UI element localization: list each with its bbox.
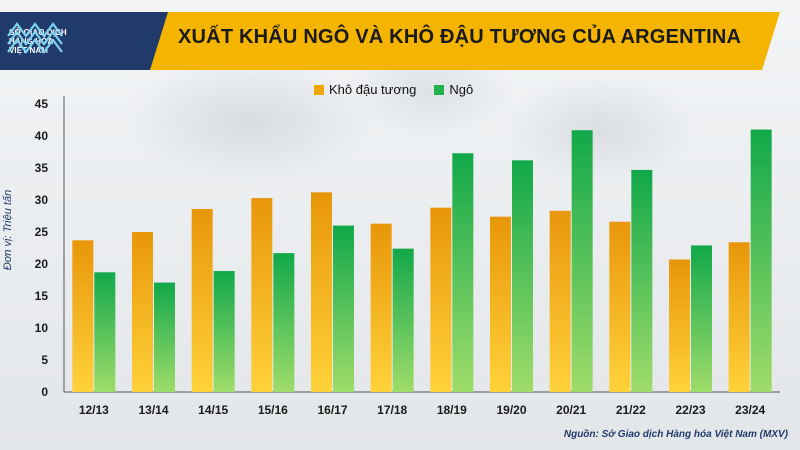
legend-label-soymeal: Khô đậu tương <box>329 82 417 97</box>
bar-soymeal <box>609 221 631 392</box>
bar-soymeal <box>251 198 273 392</box>
logo-line-1: SỞ GIAO DỊCH <box>9 27 67 37</box>
mxv-logo-mark-icon <box>7 22 63 54</box>
bar-soymeal <box>72 240 94 392</box>
bar-corn <box>750 129 772 392</box>
bar-corn <box>213 271 235 392</box>
legend-swatch-corn <box>434 84 445 95</box>
y-tick-label: 25 <box>35 225 49 239</box>
x-tick-label: 14/15 <box>198 403 228 417</box>
bar-corn <box>631 169 653 392</box>
x-tick-label: 13/14 <box>138 403 168 417</box>
y-tick-label: 5 <box>41 353 48 367</box>
x-tick-label: 22/23 <box>675 403 705 417</box>
y-tick-label: 40 <box>35 129 49 143</box>
x-tick-label: 16/17 <box>317 403 347 417</box>
x-tick-label: 20/21 <box>556 403 586 417</box>
bar-corn <box>392 248 414 392</box>
x-tick-label: 18/19 <box>437 403 467 417</box>
bar-corn <box>512 160 533 392</box>
source-note: Nguồn: Sở Giao dịch Hàng hóa Việt Nam (M… <box>563 429 788 440</box>
y-tick-label: 20 <box>35 257 49 271</box>
bar-soymeal <box>669 259 690 392</box>
bar-soymeal <box>370 223 392 392</box>
chart-title: XUẤT KHẨU NGÔ VÀ KHÔ ĐẬU TƯƠNG CỦA ARGEN… <box>178 26 742 48</box>
bar-corn <box>94 272 116 392</box>
bar-corn <box>154 282 175 392</box>
x-tick-label: 12/13 <box>79 403 109 417</box>
y-tick-label: 15 <box>35 289 49 303</box>
y-tick-label: 30 <box>35 193 49 207</box>
bar-soymeal <box>728 242 750 392</box>
x-tick-label: 23/24 <box>735 403 765 417</box>
mxv-logo: SỞ GIAO DỊCH HÀNG HÓA VIỆT NAM <box>6 16 156 66</box>
x-tick-label: 17/18 <box>377 403 407 417</box>
x-tick-label: 21/22 <box>616 403 646 417</box>
bar-soymeal <box>549 210 571 392</box>
bar-soymeal <box>490 216 511 392</box>
y-tick-label: 10 <box>35 321 49 335</box>
y-tick-label: 45 <box>35 97 49 111</box>
chart-legend: Khô đậu tương Ngô <box>314 82 491 97</box>
logo-line-2: HÀNG HÓA <box>9 36 54 46</box>
bar-corn <box>273 253 295 392</box>
header-banner-shape <box>0 12 780 70</box>
bar-corn <box>571 130 593 393</box>
x-tick-label: 19/20 <box>496 403 526 417</box>
bar-corn <box>691 245 712 392</box>
bar-corn <box>452 153 474 392</box>
legend-item-soymeal: Khô đậu tương <box>314 82 416 97</box>
bar-corn <box>333 225 354 392</box>
bar-soymeal <box>311 192 332 392</box>
legend-swatch-soymeal <box>314 84 324 95</box>
legend-label-corn: Ngô <box>449 82 474 97</box>
legend-item-corn: Ngô <box>434 82 473 97</box>
bar-soymeal <box>191 208 213 392</box>
x-tick-label: 15/16 <box>258 403 288 417</box>
bar-soymeal <box>132 232 153 392</box>
y-tick-label: 35 <box>35 161 49 175</box>
y-tick-label: 0 <box>41 385 48 399</box>
bar-soymeal <box>430 207 452 392</box>
header-banner: SỞ GIAO DỊCH HÀNG HÓA VIỆT NAM XUẤT KHẨU… <box>0 12 780 70</box>
